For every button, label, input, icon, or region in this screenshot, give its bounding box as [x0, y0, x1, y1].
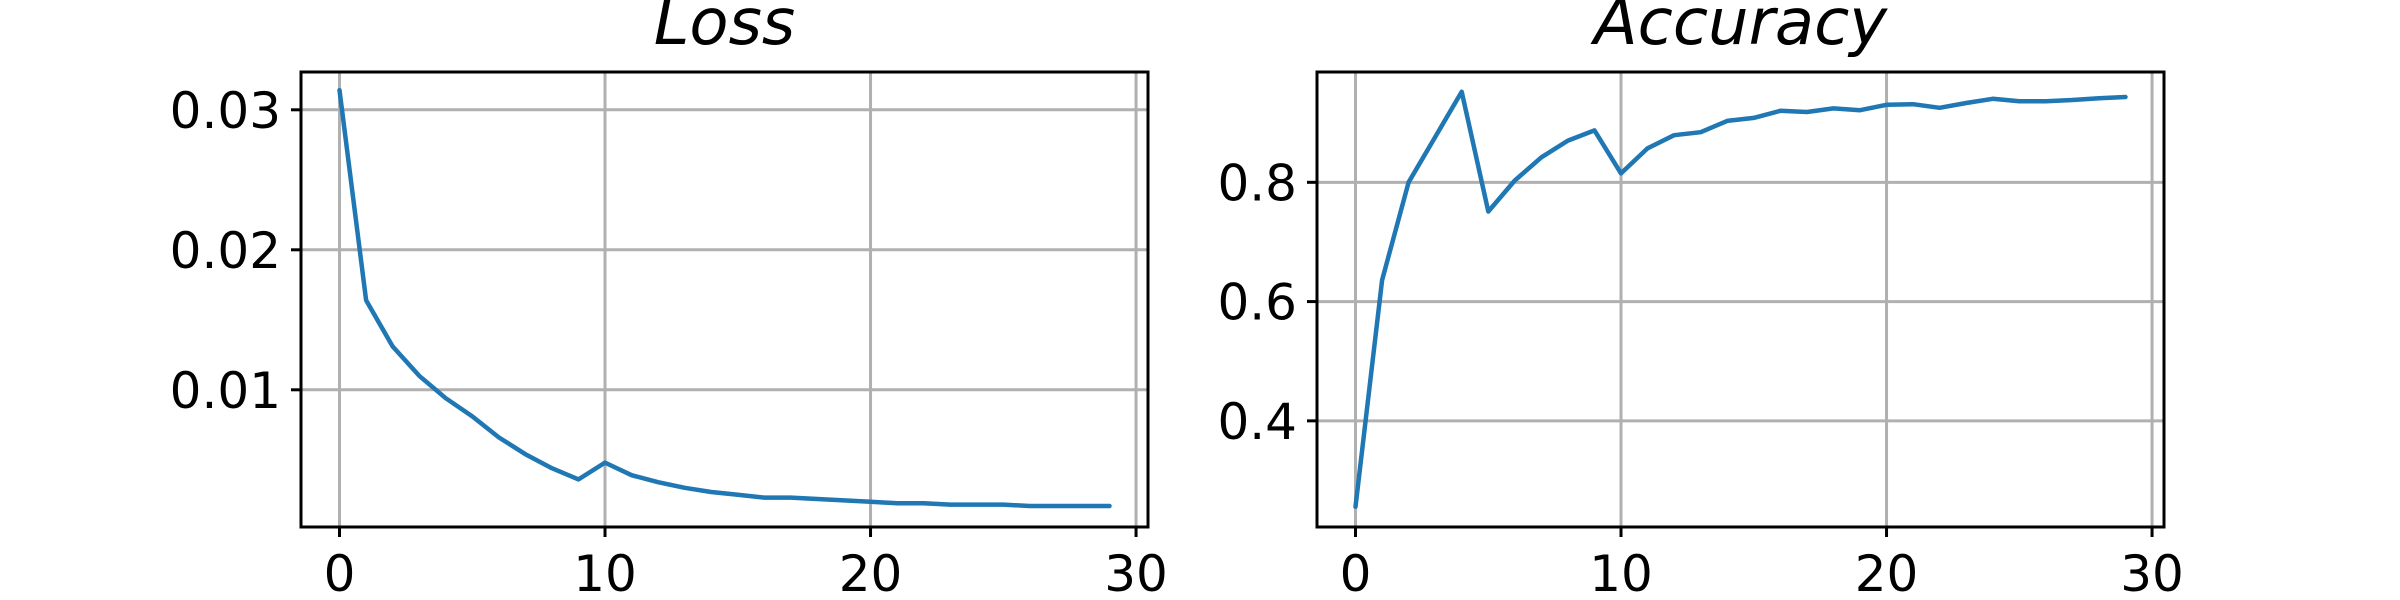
loss-panel: 0 10 20 30 0.01 0.02 0.03 Loss	[170, 0, 1168, 600]
accuracy-x-tick-label: 10	[1589, 545, 1653, 600]
accuracy-x-tick-label: 0	[1340, 545, 1372, 600]
loss-axes-frame	[299, 70, 1150, 529]
accuracy-axes-frame	[1315, 70, 2166, 529]
loss-y-tick-label: 0.01	[170, 362, 281, 420]
loss-chart-title: Loss	[654, 0, 796, 60]
accuracy-chart-title: Accuracy	[1590, 0, 1888, 60]
accuracy-x-tick-label: 30	[2120, 545, 2184, 600]
accuracy-y-tick-label: 0.4	[1217, 393, 1297, 451]
loss-x-tick-label: 20	[839, 545, 903, 600]
loss-y-tick-label: 0.02	[170, 222, 281, 280]
loss-y-tick-label: 0.03	[170, 82, 281, 140]
accuracy-x-tick-label: 20	[1855, 545, 1919, 600]
loss-x-tick-label: 30	[1104, 545, 1168, 600]
loss-x-tick-label: 0	[324, 545, 356, 600]
loss-x-tick-label: 10	[573, 545, 637, 600]
accuracy-panel: 0 10 20 30 0.4 0.6 0.8 Accuracy	[1217, 0, 2183, 600]
loss-series-line	[337, 87, 1112, 509]
accuracy-y-tick-label: 0.8	[1217, 154, 1297, 212]
accuracy-series-line	[1353, 89, 2128, 509]
accuracy-y-tick-label: 0.6	[1217, 274, 1297, 332]
